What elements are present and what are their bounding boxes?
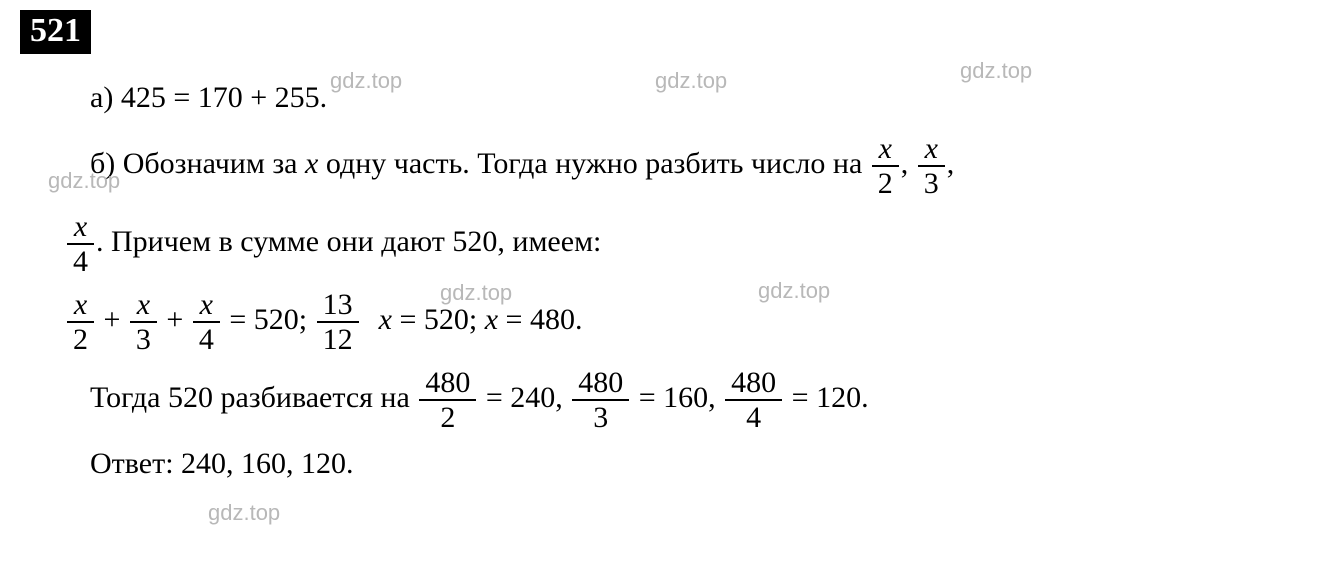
- equals-480: = 480.: [498, 303, 582, 336]
- part-b-line2: x 4 . Причем в сумме они дают 520, имеем…: [65, 210, 1327, 278]
- fraction-x-over-2: x 2: [872, 132, 899, 200]
- fraction-x-over-2: x 2: [67, 288, 94, 356]
- fraction-13-over-12: 13 12: [317, 288, 359, 356]
- fraction-denominator: 3: [572, 401, 629, 434]
- fraction-numerator: x: [918, 132, 945, 167]
- equals-160: = 160,: [631, 381, 723, 414]
- fraction-480-over-4: 480 4: [725, 366, 782, 434]
- fraction-numerator: 480: [725, 366, 782, 401]
- part-a-prefix: а): [90, 81, 121, 114]
- fraction-numerator: x: [872, 132, 899, 167]
- part-b-line2-tail: . Причем в сумме они дают 520, имеем:: [96, 225, 601, 258]
- answer-line: Ответ: 240, 160, 120.: [90, 440, 1327, 488]
- fraction-x-over-3: x 3: [918, 132, 945, 200]
- part-b-equation-line: x 2 + x 3 + x 4 = 520; 13 12 x = 520; x …: [65, 288, 1327, 356]
- fraction-denominator: 2: [419, 401, 476, 434]
- then-prefix: Тогда 520 разбивается на: [90, 381, 417, 414]
- part-b-prefix: б) Обозначим за: [90, 147, 305, 180]
- problem-number-badge: 521: [20, 10, 91, 54]
- page: gdz.top gdz.top gdz.top gdz.top gdz.top …: [0, 0, 1327, 568]
- fraction-480-over-3: 480 3: [572, 366, 629, 434]
- part-b-result-line: Тогда 520 разбивается на 480 2 = 240, 48…: [90, 366, 1327, 434]
- variable-x: x: [379, 303, 392, 336]
- fraction-denominator: 4: [67, 245, 94, 278]
- comma: ,: [901, 147, 916, 180]
- equals-120: = 120.: [784, 381, 868, 414]
- comma: ,: [947, 147, 955, 180]
- fraction-numerator: 480: [572, 366, 629, 401]
- variable-x: x: [485, 303, 498, 336]
- part-a-line: а) 425 = 170 + 255.: [90, 74, 1327, 122]
- fraction-denominator: 4: [725, 401, 782, 434]
- part-a-equation: 425 = 170 + 255.: [121, 81, 327, 114]
- fraction-x-over-4: x 4: [193, 288, 220, 356]
- fraction-numerator: 13: [317, 288, 359, 323]
- fraction-numerator: x: [193, 288, 220, 323]
- plus-sign: +: [96, 303, 128, 336]
- fraction-denominator: 12: [317, 323, 359, 356]
- fraction-denominator: 2: [67, 323, 94, 356]
- variable-x: x: [305, 147, 318, 180]
- fraction-denominator: 3: [918, 167, 945, 200]
- fraction-numerator: x: [130, 288, 157, 323]
- plus-sign: +: [159, 303, 191, 336]
- equals-520: = 520;: [222, 303, 315, 336]
- part-b-mid: одну часть. Тогда нужно разбить число на: [318, 147, 869, 180]
- equals-520: = 520;: [392, 303, 485, 336]
- watermark: gdz.top: [208, 500, 280, 526]
- fraction-480-over-2: 480 2: [419, 366, 476, 434]
- fraction-denominator: 3: [130, 323, 157, 356]
- fraction-denominator: 4: [193, 323, 220, 356]
- fraction-numerator: x: [67, 288, 94, 323]
- fraction-x-over-4: x 4: [67, 210, 94, 278]
- part-b-line1: б) Обозначим за x одну часть. Тогда нужн…: [90, 132, 1327, 200]
- fraction-denominator: 2: [872, 167, 899, 200]
- fraction-numerator: 480: [419, 366, 476, 401]
- fraction-numerator: x: [67, 210, 94, 245]
- equals-240: = 240,: [478, 381, 570, 414]
- fraction-x-over-3: x 3: [130, 288, 157, 356]
